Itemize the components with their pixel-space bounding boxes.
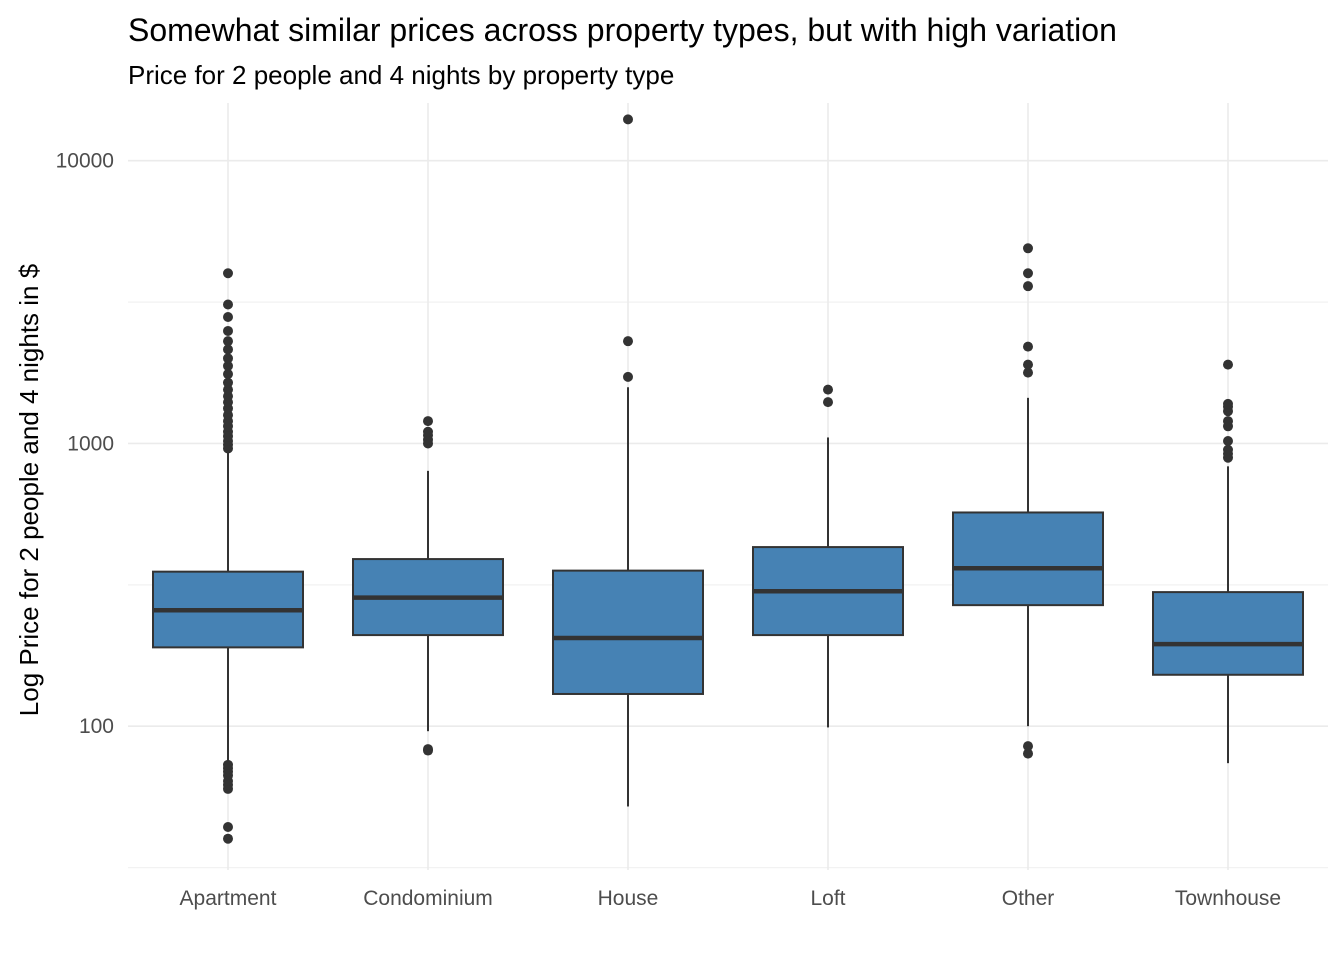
- iqr-box: [1152, 591, 1304, 676]
- iqr-box: [552, 569, 704, 695]
- outlier-point: [423, 416, 433, 427]
- outlier-point: [1223, 436, 1233, 447]
- axis-ticks: 100 1000 10000 Apartment Condominium House Lof…: [56, 150, 1282, 910]
- x-tick-label: Condominium: [363, 887, 493, 910]
- outlier-point: [1023, 281, 1033, 292]
- outlier-point: [1023, 243, 1033, 254]
- outlier-point: [223, 833, 233, 844]
- x-tick-label: Other: [1002, 887, 1055, 910]
- outlier-point: [223, 344, 233, 355]
- box-group: [752, 384, 904, 728]
- outlier-point: [223, 312, 233, 323]
- x-tick-label: House: [598, 887, 659, 910]
- outlier-point: [1023, 341, 1033, 352]
- x-tick-label: Apartment: [180, 887, 277, 910]
- outlier-point: [223, 336, 233, 347]
- outlier-point: [223, 360, 233, 371]
- outlier-point: [223, 268, 233, 279]
- outlier-point: [1023, 268, 1033, 279]
- outlier-point: [223, 821, 233, 832]
- outlier-point: [823, 397, 833, 408]
- grid-lines: [128, 103, 1328, 870]
- box-group: [952, 243, 1104, 759]
- iqr-box: [952, 511, 1104, 607]
- y-axis-label: Log Price for 2 people and 4 nights in $: [14, 263, 44, 716]
- outlier-point: [1023, 741, 1033, 752]
- y-tick-label: 100: [79, 715, 114, 738]
- outlier-point: [223, 384, 233, 395]
- y-tick-label: 10000: [56, 150, 114, 173]
- outlier-point: [823, 384, 833, 395]
- outlier-point: [1023, 367, 1033, 378]
- outlier-point: [223, 759, 233, 770]
- box-group: [552, 114, 704, 807]
- outlier-point: [223, 377, 233, 388]
- box-group: [1152, 359, 1304, 764]
- outlier-point: [223, 369, 233, 380]
- x-tick-label: Loft: [810, 887, 845, 910]
- box-group: [352, 416, 504, 756]
- outlier-point: [423, 426, 433, 437]
- chart-title: Somewhat similar prices across property …: [128, 12, 1117, 48]
- outlier-point: [1223, 416, 1233, 427]
- box-group: [152, 268, 304, 844]
- outlier-point: [1023, 359, 1033, 370]
- outlier-point: [423, 744, 433, 755]
- outlier-point: [623, 336, 633, 347]
- outlier-point: [223, 325, 233, 336]
- x-tick-label: Townhouse: [1175, 887, 1281, 910]
- outlier-point: [223, 353, 233, 364]
- plot-area: [152, 114, 1304, 844]
- outlier-point: [223, 299, 233, 310]
- outlier-point: [1223, 359, 1233, 370]
- outlier-point: [1223, 398, 1233, 409]
- y-tick-label: 1000: [67, 432, 114, 455]
- outlier-point: [623, 371, 633, 382]
- outlier-point: [623, 114, 633, 125]
- outlier-point: [1223, 444, 1233, 455]
- chart-subtitle: Price for 2 people and 4 nights by prope…: [128, 60, 674, 90]
- outlier-point: [1023, 748, 1033, 759]
